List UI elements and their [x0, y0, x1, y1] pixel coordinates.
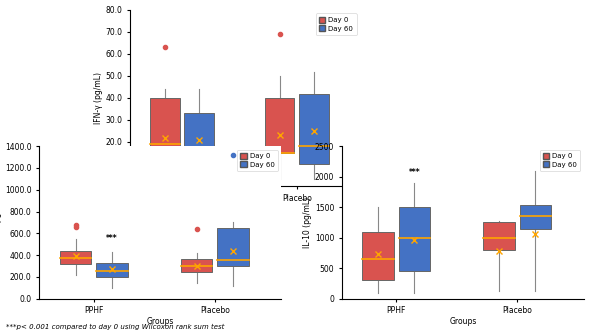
Bar: [184, 113, 214, 164]
Bar: [217, 228, 249, 266]
X-axis label: Groups: Groups: [449, 317, 477, 326]
Bar: [362, 232, 394, 280]
Bar: [149, 98, 180, 159]
X-axis label: Groups: Groups: [146, 317, 174, 326]
Y-axis label: IL-10 (pg/mL): IL-10 (pg/mL): [303, 197, 312, 248]
Bar: [60, 251, 91, 264]
Bar: [181, 259, 212, 272]
Legend: Day 0, Day 60: Day 0, Day 60: [237, 149, 278, 171]
Text: ***p< 0.001 compared to day 0 using Wilcoxon rank sum test: ***p< 0.001 compared to day 0 using Wilc…: [6, 324, 224, 330]
Text: ***: ***: [106, 234, 118, 243]
X-axis label: Groups: Groups: [231, 204, 259, 213]
Bar: [483, 222, 515, 250]
Bar: [299, 94, 329, 164]
Bar: [399, 207, 430, 271]
Legend: Day 0, Day 60: Day 0, Day 60: [316, 13, 356, 35]
Y-axis label: TNF-α (pg/mL): TNF-α (pg/mL): [0, 195, 2, 250]
Y-axis label: IFN-γ (pg/mL): IFN-γ (pg/mL): [94, 72, 103, 124]
Text: ***: ***: [408, 168, 420, 177]
Bar: [264, 98, 295, 153]
Bar: [520, 205, 551, 228]
Bar: [96, 263, 128, 277]
Legend: Day 0, Day 60: Day 0, Day 60: [540, 149, 580, 171]
